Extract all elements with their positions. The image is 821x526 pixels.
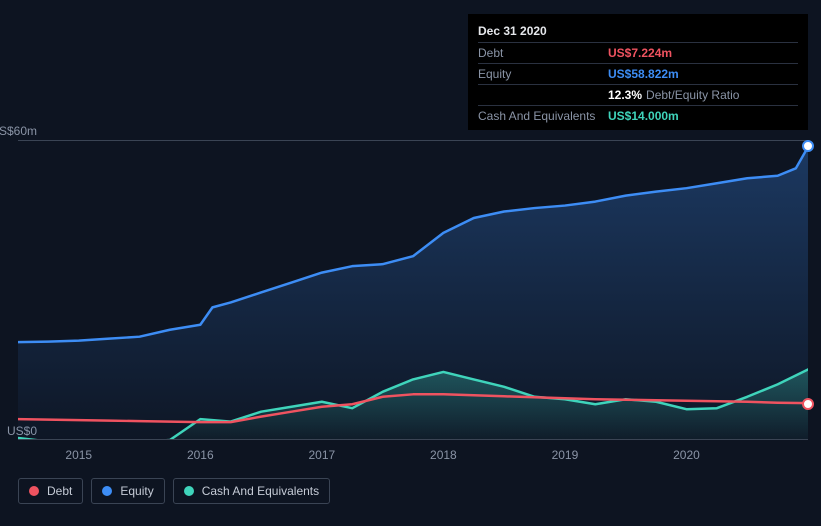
tooltip-value: US$58.822m [608,67,679,81]
plot-area [18,140,808,440]
tooltip-label: Equity [478,67,608,81]
x-axis-label: 2015 [65,448,92,462]
legend-label: Equity [120,484,153,498]
x-axis-label: 2019 [552,448,579,462]
tooltip-suffix: Debt/Equity Ratio [646,88,739,102]
legend: Debt Equity Cash And Equivalents [18,478,330,504]
tooltip-value: US$7.224m [608,46,672,60]
tooltip-row: DebtUS$7.224m [478,42,798,63]
legend-item-equity[interactable]: Equity [91,478,164,504]
tooltip-label: Cash And Equivalents [478,109,608,123]
legend-dot-icon [102,486,112,496]
chart-tooltip: Dec 31 2020 DebtUS$7.224mEquityUS$58.822… [468,14,808,130]
tooltip-row: Cash And EquivalentsUS$14.000m [478,105,798,126]
x-axis-label: 2017 [308,448,335,462]
x-axis-label: 2018 [430,448,457,462]
financial-chart: Dec 31 2020 DebtUS$7.224mEquityUS$58.822… [0,0,821,526]
y-axis-label: US$60m [0,124,37,138]
tooltip-value: 12.3% [608,88,642,102]
data-marker [802,398,814,410]
data-marker [802,140,814,152]
x-axis-label: 2016 [187,448,214,462]
legend-item-cash-and-equivalents[interactable]: Cash And Equivalents [173,478,330,504]
legend-label: Cash And Equivalents [202,484,319,498]
legend-dot-icon [29,486,39,496]
tooltip-value: US$14.000m [608,109,679,123]
tooltip-row: 12.3% Debt/Equity Ratio [478,84,798,105]
tooltip-label: Debt [478,46,608,60]
tooltip-date: Dec 31 2020 [478,20,798,42]
legend-dot-icon [184,486,194,496]
x-axis-label: 2020 [673,448,700,462]
tooltip-label [478,88,608,102]
legend-label: Debt [47,484,72,498]
tooltip-row: EquityUS$58.822m [478,63,798,84]
legend-item-debt[interactable]: Debt [18,478,83,504]
